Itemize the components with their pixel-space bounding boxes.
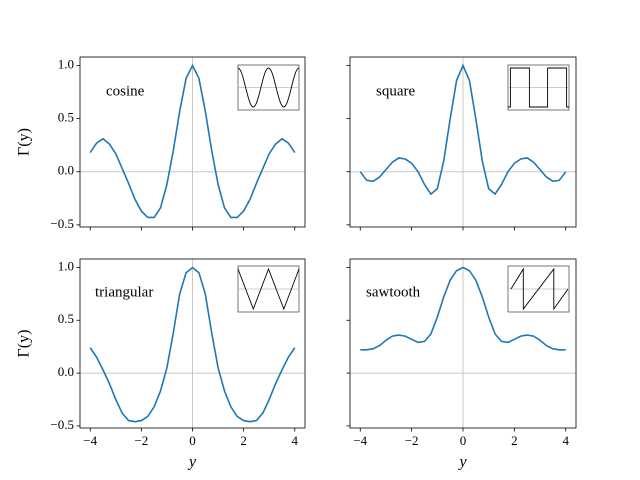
y-tick-label: 1.0 [58,56,74,71]
y-tick-label: 0.0 [58,364,74,379]
inset-waveform [510,267,569,311]
panel-label: triangular [95,284,153,300]
x-tick-label: −2 [134,433,148,448]
data-line [89,63,296,219]
x-tick-label: −4 [83,433,97,448]
y-tick-label: −0.5 [50,216,74,231]
data-line [360,266,566,351]
inset-waveform [508,67,569,108]
panel-label: square [376,83,415,99]
x-tick-label: −2 [405,433,419,448]
inset-waveform [237,267,300,311]
y-tick-label: −0.5 [50,417,74,432]
y-tick-label: 0.5 [58,110,74,125]
x-tick-label: 2 [511,433,518,448]
panel-label: sawtooth [366,284,421,300]
y-tick-label: 1.0 [58,258,74,273]
x-tick-label: 2 [240,433,247,448]
x-tick-label: 0 [189,433,196,448]
x-tick-label: 4 [292,433,299,448]
data-line [89,266,296,423]
x-tick-label: 4 [562,433,569,448]
x-tick-label: 0 [460,433,467,448]
x-tick-label: −4 [353,433,367,448]
inset-waveform [237,67,300,108]
data-line [359,63,567,196]
x-axis-label: y [187,454,197,471]
y-axis-label: Γ(y) [16,128,33,156]
y-tick-label: 0.5 [58,311,74,326]
x-axis-label: y [457,454,467,471]
y-tick-label: 0.0 [58,163,74,178]
panel-label: cosine [106,83,145,99]
y-axis-label: Γ(y) [16,330,33,358]
